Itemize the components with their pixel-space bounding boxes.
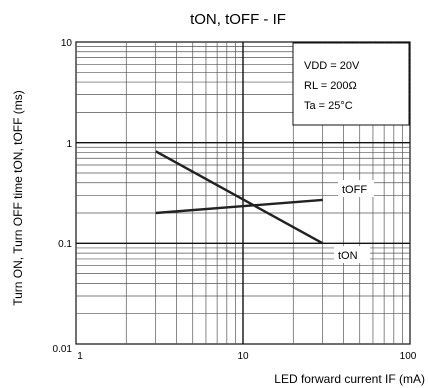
series-label-ton: tON [338, 250, 358, 262]
major-grid [76, 42, 410, 344]
y-axis-label: Turn ON, Turn OFF time tON, tOFF (ms) [11, 90, 25, 306]
series-line-ton [155, 150, 324, 245]
series-lines [155, 150, 324, 245]
y-tick-label: 0.01 [53, 344, 73, 355]
condition-ta: Ta = 25°C [304, 100, 353, 112]
series-label-bg-toff [338, 180, 374, 197]
y-tick-label: 0.1 [58, 239, 72, 250]
chart-title: tON, tOFF - IF [190, 11, 286, 28]
series-label-bg-ton [334, 246, 370, 263]
x-tick-label: 1 [77, 351, 83, 362]
x-tick-label: 100 [400, 351, 417, 362]
x-tick-labels: 1 10 100 [77, 351, 417, 362]
y-tick-label: 1 [66, 139, 72, 150]
condition-rl: RL = 200Ω [304, 80, 357, 92]
x-tick-label: 10 [237, 351, 249, 362]
x-axis-label: LED forward current IF (mA) [274, 372, 425, 386]
series-line-toff [155, 198, 323, 215]
conditions-box: VDD = 20V RL = 200Ω Ta = 25°C [292, 42, 410, 126]
y-tick-labels: 10 1 0.1 0.01 [53, 38, 73, 355]
condition-vdd: VDD = 20V [304, 60, 360, 72]
conditions-box-frame [292, 42, 410, 126]
series-label-toff: tOFF [342, 184, 367, 196]
y-tick-label: 10 [61, 38, 73, 49]
